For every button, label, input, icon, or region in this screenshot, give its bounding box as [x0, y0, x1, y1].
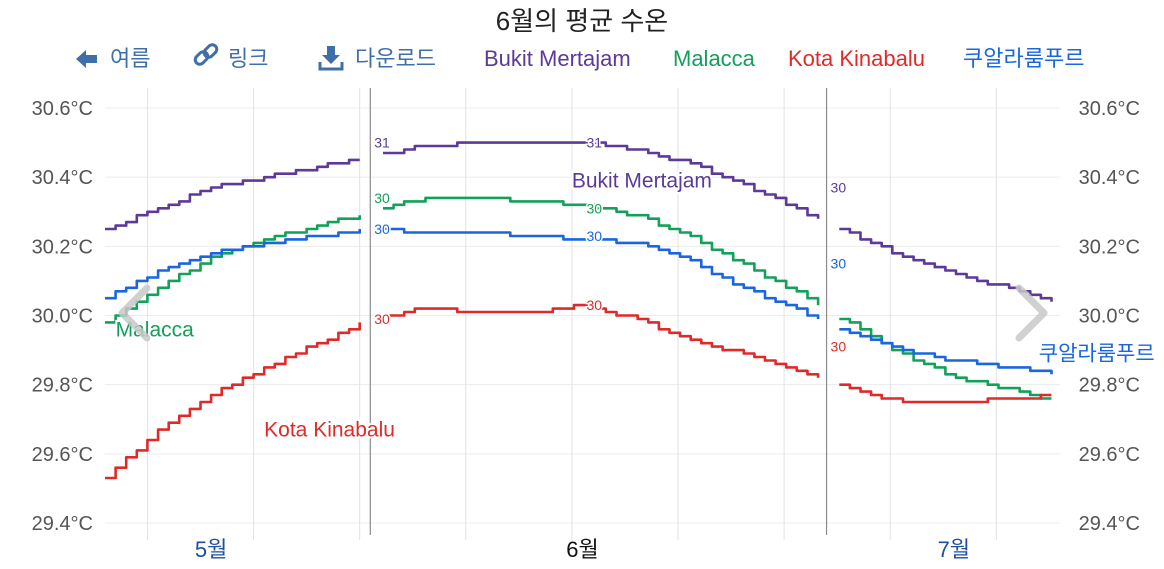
data-label: 30 — [374, 221, 390, 237]
series-bukit-mertajam: 31 31 30 Bukit Mertajam — [105, 133, 1053, 302]
y-tick-label-left: 30.6°C — [32, 98, 93, 120]
legend: Bukit Mertajam Malacca Kota Kinabalu 쿠알라룸푸르 — [484, 46, 1084, 71]
back-button[interactable]: 여름 — [76, 46, 150, 71]
legend-item[interactable]: 쿠알라룸푸르 — [963, 46, 1084, 71]
data-label: 30 — [831, 256, 847, 272]
series-line — [839, 383, 1052, 404]
series-line — [105, 229, 361, 300]
series-name-label: Kota Kinabalu — [264, 419, 395, 442]
link-icon — [193, 43, 219, 66]
y-tick-label-right: 29.8°C — [1079, 375, 1140, 397]
y-tick-label-left: 30.0°C — [32, 306, 93, 328]
prev-arrow-button[interactable] — [118, 284, 151, 342]
y-tick-label-left: 29.6°C — [32, 444, 93, 466]
download-button[interactable]: 다운로드 — [318, 46, 436, 71]
data-label: 31 — [587, 135, 603, 151]
series-line — [383, 196, 820, 306]
series-kota-kinabalu: 30 30 30 Kota Kinabalu — [105, 296, 1052, 480]
y-tick-label-right: 29.4°C — [1079, 513, 1140, 535]
chart-title: 6월의 평균 수온 — [496, 6, 668, 36]
y-axis-left: 29.4°C 29.6°C 29.8°C 30.0°C 30.2°C 30.4°C 30.6… — [32, 98, 93, 535]
series-line — [105, 158, 360, 231]
data-label: 30 — [374, 190, 390, 206]
month-label[interactable]: 6월 — [566, 537, 598, 562]
data-label: 30 — [831, 339, 847, 355]
y-tick-label-right: 30.0°C — [1079, 306, 1140, 328]
series-name-label: 쿠알라룸푸르 — [1039, 343, 1155, 366]
back-label: 여름 — [110, 46, 150, 71]
y-tick-label-right: 30.6°C — [1079, 98, 1140, 120]
y-tick-label-right: 29.6°C — [1079, 444, 1140, 466]
chevron-right-icon — [1015, 284, 1048, 342]
data-label: 31 — [374, 135, 390, 151]
download-icon — [318, 46, 344, 71]
link-label: 링크 — [228, 46, 268, 71]
next-arrow-button[interactable] — [1015, 284, 1048, 342]
data-label: 30 — [831, 180, 847, 196]
grid — [105, 88, 1060, 540]
data-label: 30 — [587, 200, 603, 216]
legend-item[interactable]: Bukit Mertajam — [484, 46, 631, 71]
arrow-left-icon — [76, 50, 97, 68]
y-tick-label-left: 30.4°C — [32, 167, 93, 189]
series-line — [383, 141, 820, 219]
legend-item[interactable]: Kota Kinabalu — [788, 46, 925, 71]
chevron-left-icon — [118, 284, 151, 342]
y-axis-right: 29.4°C 29.6°C 29.8°C 30.0°C 30.2°C 30.4°C 30.6… — [1079, 98, 1140, 535]
series-쿠알라룸푸르: 30 30 30 쿠알라룸푸르 — [105, 220, 1157, 375]
month-label[interactable]: 5월 — [195, 537, 227, 562]
data-label: 30 — [831, 256, 847, 272]
data-label: 30 — [587, 297, 603, 313]
series-line — [839, 328, 1053, 375]
series-name-label: Bukit Mertajam — [572, 170, 712, 193]
y-tick-label-left: 29.8°C — [32, 375, 93, 397]
link-button[interactable]: 링크 — [193, 43, 268, 71]
y-tick-label-left: 30.2°C — [32, 236, 93, 258]
download-label: 다운로드 — [355, 46, 436, 71]
series-line — [105, 322, 361, 480]
series-line — [383, 227, 820, 319]
y-tick-label-left: 29.4°C — [32, 513, 93, 535]
legend-item[interactable]: Malacca — [673, 46, 756, 71]
month-label[interactable]: 7월 — [938, 537, 970, 562]
y-tick-label-right: 30.2°C — [1079, 236, 1140, 258]
series-line — [839, 317, 1052, 400]
x-axis: 5월 6월 7월 — [195, 537, 970, 562]
y-tick-label-right: 30.4°C — [1079, 167, 1140, 189]
data-label: 30 — [374, 311, 390, 327]
series-line — [105, 215, 361, 324]
series-line — [383, 303, 820, 378]
data-label: 30 — [587, 228, 603, 244]
